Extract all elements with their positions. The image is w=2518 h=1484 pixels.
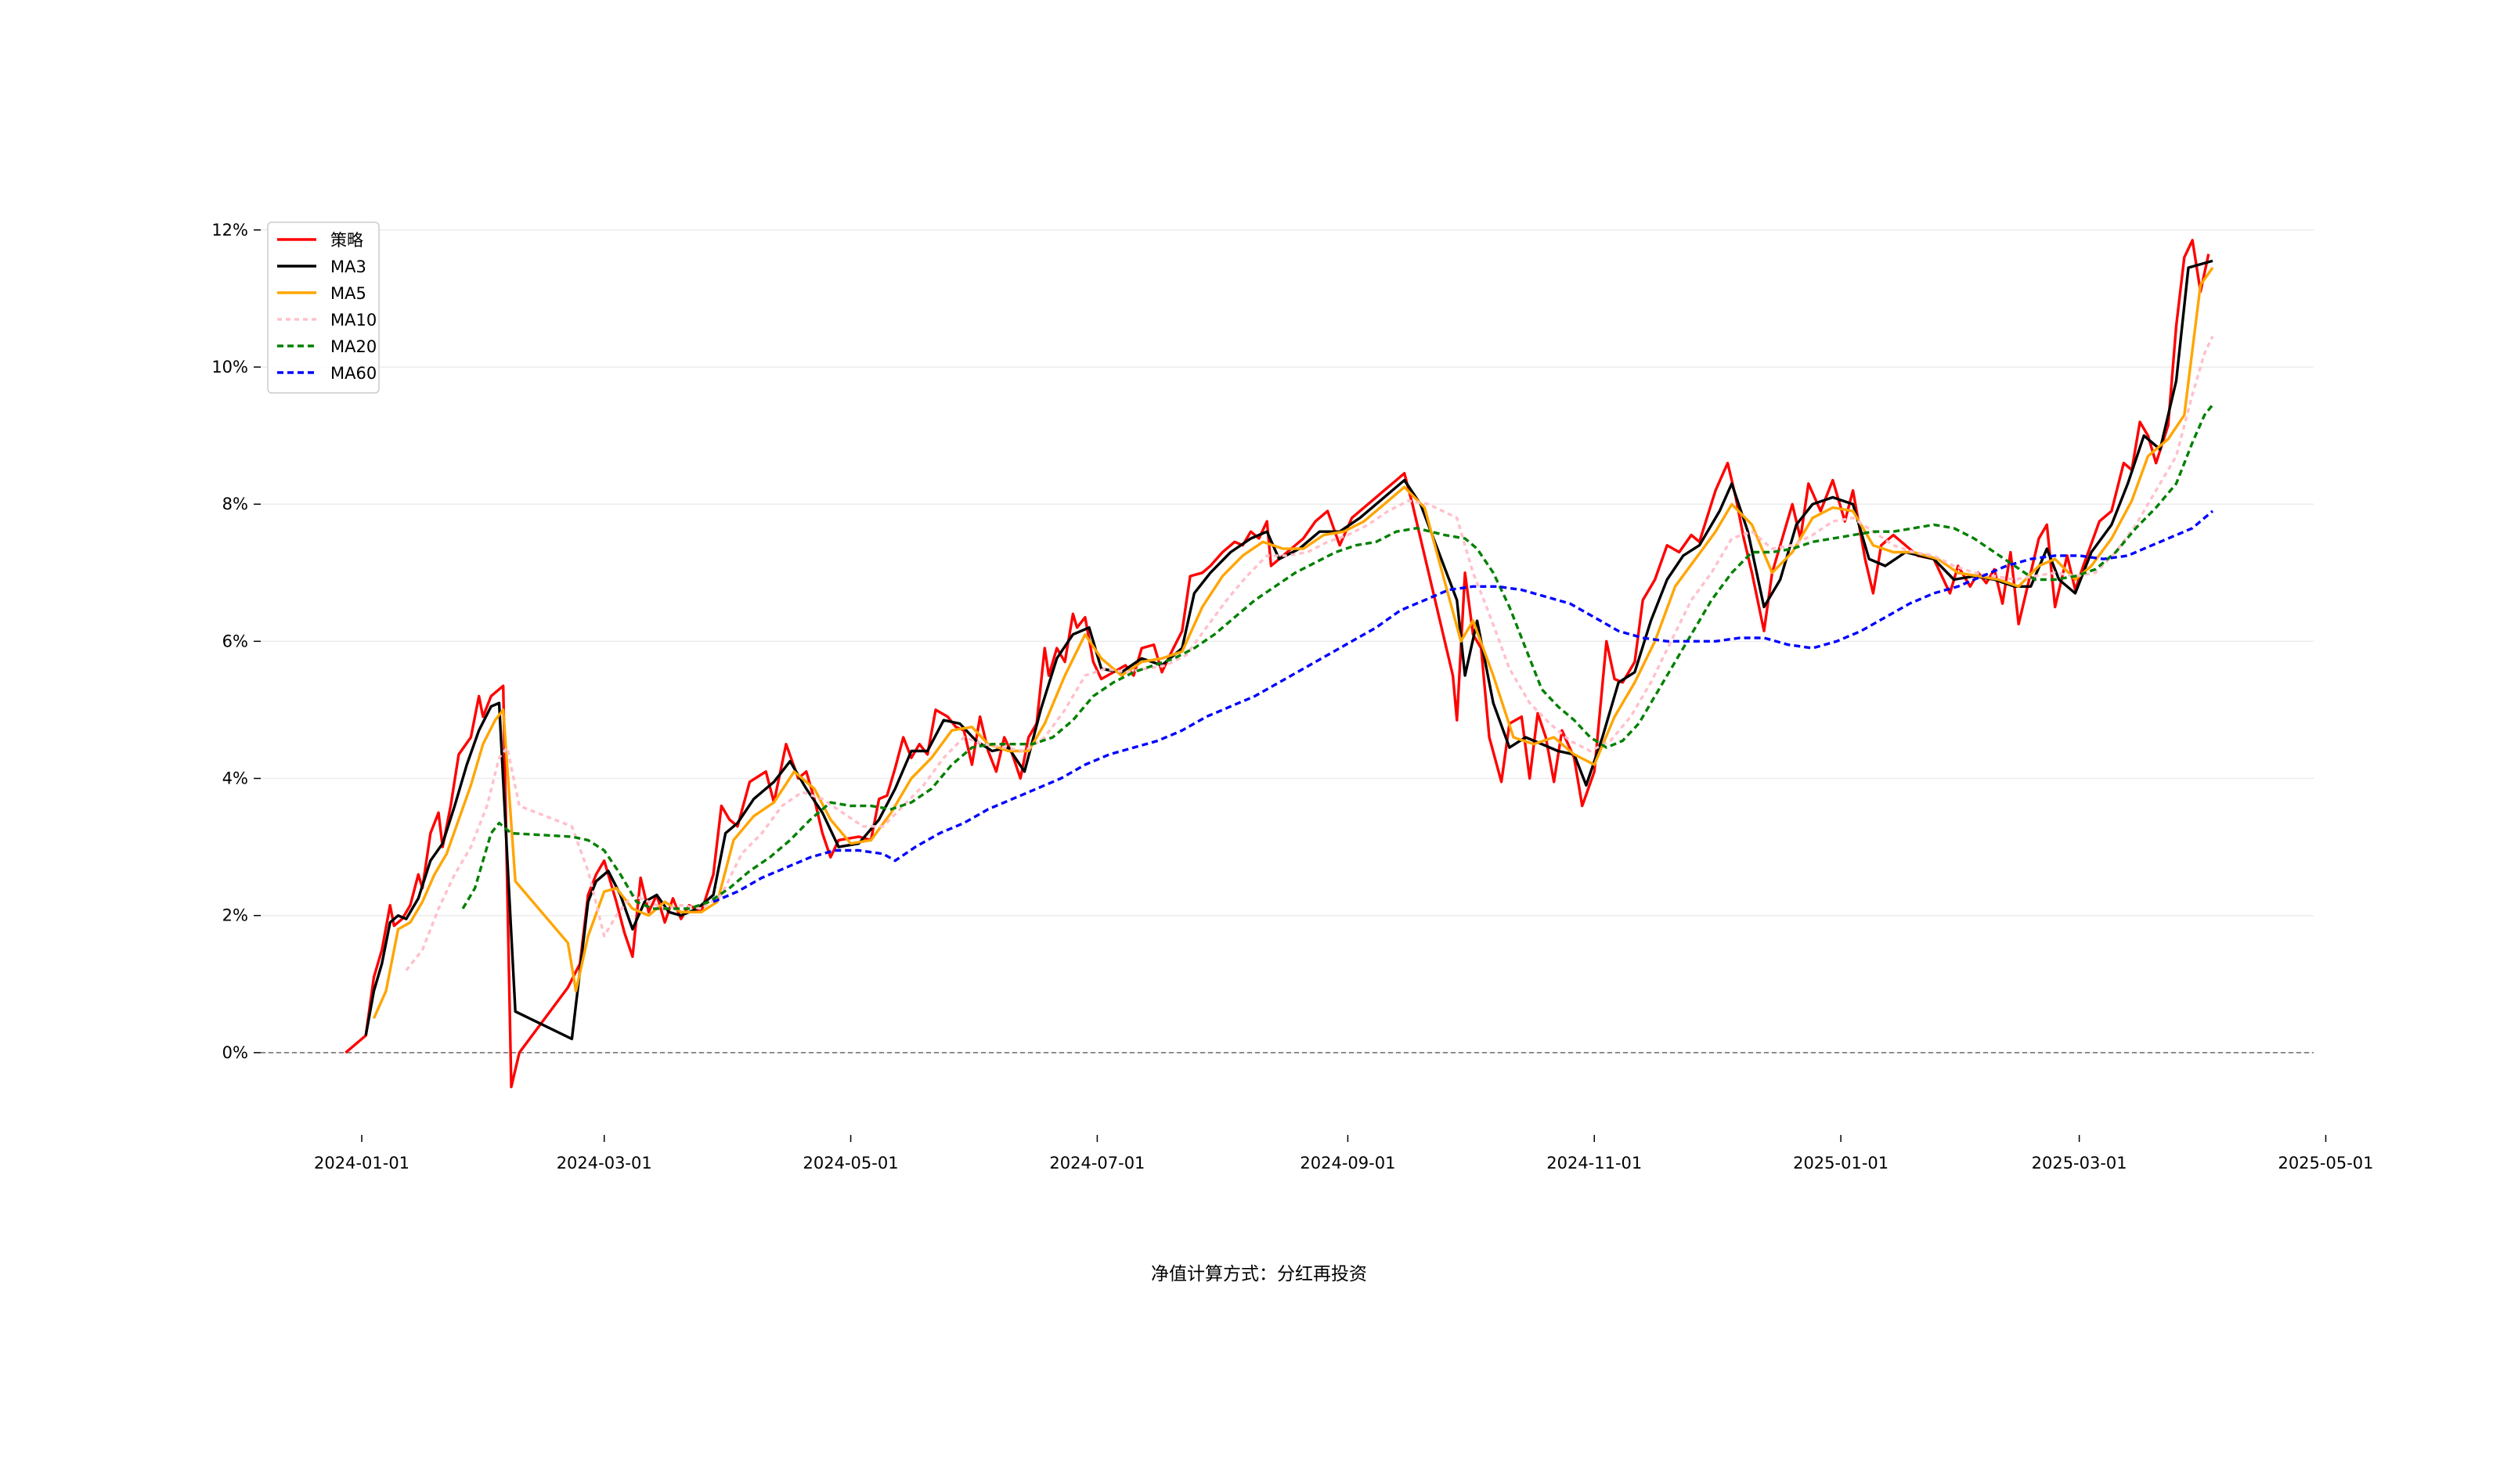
series-line-ma3	[364, 259, 2213, 1041]
series-line-策略	[345, 239, 2210, 1089]
y-tick-label: 6%	[222, 632, 248, 650]
y-tick-label: 4%	[222, 769, 248, 788]
series-line-ma5	[372, 267, 2214, 1019]
x-tick-label: 2025-05-01	[2278, 1154, 2373, 1172]
legend-label: MA3	[330, 258, 366, 276]
grid-layer	[261, 229, 2314, 1054]
x-tick-label: 2025-03-01	[2032, 1154, 2127, 1172]
legend: 策略 MA3 MA5 MA10 MA20 MA60	[267, 222, 380, 394]
x-tick-label: 2024-01-01	[314, 1154, 409, 1172]
x-tick-label: 2024-03-01	[557, 1154, 652, 1172]
y-tick-label: 10%	[211, 358, 248, 376]
series-layer	[345, 239, 2214, 1089]
x-tick-label: 2025-01-01	[1793, 1154, 1888, 1172]
legend-label: MA5	[330, 284, 366, 303]
legend-label: MA60	[330, 364, 377, 383]
x-tick-label: 2024-11-01	[1546, 1154, 1642, 1172]
y-tick-label: 8%	[222, 495, 248, 513]
x-tick-label: 2024-07-01	[1049, 1154, 1145, 1172]
legend-label: MA20	[330, 337, 377, 356]
y-tick-label: 2%	[222, 906, 248, 925]
legend-label: MA10	[330, 311, 377, 330]
y-tick-label: 0%	[222, 1043, 248, 1062]
footnote: 净值计算方式：分红再投资	[1151, 1264, 1367, 1284]
x-tick-label: 2024-09-01	[1300, 1154, 1395, 1172]
y-tick-label: 12%	[211, 221, 248, 240]
legend-label: 策略	[330, 231, 363, 250]
axes-layer: 0% 2% 4% 6% 8% 10% 12% 2024-01-01 2024-03-01 2024…	[211, 221, 2373, 1172]
series-line-ma20	[461, 404, 2214, 910]
series-line-ma60	[712, 510, 2214, 903]
x-tick-label: 2024-05-01	[803, 1154, 899, 1172]
series-line-ma10	[405, 335, 2214, 971]
